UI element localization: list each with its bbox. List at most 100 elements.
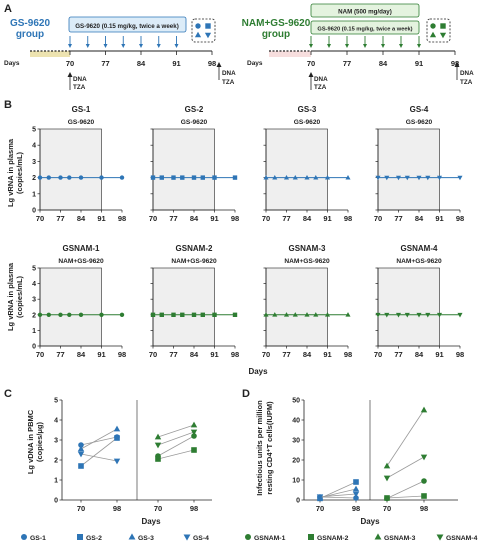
legend-label: GS-4 bbox=[193, 535, 209, 542]
pair-line bbox=[80, 437, 118, 467]
data-point-gs-2 bbox=[353, 479, 359, 485]
legend-label: GS-2 bbox=[86, 535, 102, 542]
x-tick-label: 70 bbox=[316, 504, 324, 513]
b-top-row: GS-1 GS-9620 0 1 2 3 4 5 70 77 84 91 98 GS-2 GS-9620 70… bbox=[32, 105, 464, 223]
timeline-tick-label-98: 98 bbox=[208, 59, 216, 68]
data-point bbox=[212, 175, 217, 180]
data-point-gs-1 bbox=[353, 495, 359, 501]
legend-marker-triangle-down bbox=[436, 534, 444, 541]
legend-item-gs-1: GS-1 bbox=[21, 534, 46, 542]
legend-marker-circle bbox=[245, 534, 251, 540]
timeline-tick-label-91: 91 bbox=[415, 59, 423, 68]
gs-pretreatment-bar bbox=[30, 51, 70, 57]
data-point bbox=[46, 312, 51, 317]
gs-annot-end-2: TZA bbox=[222, 79, 235, 86]
timeline-tick-label-84: 84 bbox=[137, 59, 146, 68]
x-tick-label: 91 bbox=[97, 350, 105, 359]
treatment-shading bbox=[265, 128, 328, 211]
gsnam-pretreatment-bar bbox=[269, 51, 311, 57]
x-tick-label: 70 bbox=[149, 214, 157, 223]
x-tick-label: 98 bbox=[113, 504, 121, 513]
data-point-gsnam-3 bbox=[383, 462, 391, 469]
panel-a-gs-timeline: GS-9620 group GS-9620 (0.15 mg/kg, twice… bbox=[4, 16, 236, 91]
data-point bbox=[159, 312, 164, 317]
pair-line bbox=[319, 493, 357, 498]
data-point bbox=[67, 312, 72, 317]
data-point bbox=[425, 175, 431, 181]
dose-arrowhead bbox=[363, 44, 367, 48]
x-tick-label: 70 bbox=[374, 214, 382, 223]
data-point-gs-3 bbox=[113, 425, 121, 432]
c-ylabel-line1: Lg vDNA in PBMC bbox=[26, 409, 35, 474]
pair-line bbox=[319, 496, 357, 499]
treatment-shading bbox=[39, 128, 102, 211]
data-point-gsnam-3 bbox=[154, 433, 162, 440]
data-point bbox=[263, 174, 269, 180]
x-tick-label: 98 bbox=[118, 350, 126, 359]
y-tick-label: 0 bbox=[32, 344, 36, 351]
subplot-gs-4: GS-4 GS-9620 70 77 84 91 98 bbox=[374, 105, 464, 223]
timeline-tick-label-98: 98 bbox=[451, 59, 459, 68]
x-tick-label: 70 bbox=[262, 350, 270, 359]
data-point bbox=[200, 175, 205, 180]
treatment-shading bbox=[377, 128, 440, 211]
data-point bbox=[324, 312, 331, 317]
data-point-gsnam-4 bbox=[154, 442, 162, 449]
y-tick-label: 1 bbox=[32, 191, 36, 198]
pair-line bbox=[386, 456, 425, 479]
gsnam-sample-arrowhead-start bbox=[308, 72, 314, 77]
subplot-subtitle: NAM+GS-9620 bbox=[58, 258, 104, 265]
legend-icon-triangle-up bbox=[194, 31, 202, 38]
gsnam-nam-box bbox=[310, 3, 420, 18]
pair-line bbox=[157, 424, 195, 438]
x-tick-label: 77 bbox=[56, 214, 64, 223]
gsnam-days-label: Days bbox=[247, 60, 263, 67]
timeline-tick-label-77: 77 bbox=[343, 59, 351, 68]
y-tick-label: 4 bbox=[54, 418, 58, 425]
gsnam-dose-arrows bbox=[309, 36, 421, 48]
dose-arrowhead bbox=[417, 44, 421, 48]
x-tick-label: 84 bbox=[77, 214, 86, 223]
d-plot: 0 10 20 30 40 50 70 98 70 98 bbox=[292, 398, 458, 513]
gs-group-title-line2: group bbox=[16, 29, 44, 40]
data-point bbox=[313, 312, 319, 317]
x-tick-label: 98 bbox=[344, 350, 352, 359]
data-point-gsnam-3 bbox=[190, 421, 198, 428]
panel-d-iupm: Infectious units per million resting CD4… bbox=[255, 398, 458, 526]
data-point bbox=[171, 312, 176, 317]
dose-arrowhead bbox=[68, 44, 72, 48]
x-tick-label: 91 bbox=[323, 350, 331, 359]
legend-marker-circle bbox=[21, 534, 27, 540]
data-point bbox=[416, 312, 422, 318]
y-tick-label: 2 bbox=[32, 312, 36, 319]
data-point bbox=[345, 174, 351, 180]
data-point-gsnam-2 bbox=[155, 456, 161, 462]
data-point bbox=[37, 312, 43, 317]
x-tick-label: 77 bbox=[394, 350, 402, 359]
data-point bbox=[457, 312, 463, 318]
data-point bbox=[150, 312, 156, 317]
pair-line bbox=[80, 428, 118, 450]
data-point bbox=[78, 312, 84, 317]
legend-label: GSNAM-1 bbox=[254, 535, 286, 542]
subplot-gsnam-4: GSNAM-4 NAM+GS-9620 70 77 84 91 98 bbox=[374, 244, 464, 359]
x-tick-label: 91 bbox=[210, 214, 218, 223]
data-point bbox=[99, 175, 104, 180]
y-tick-label: 5 bbox=[32, 127, 36, 134]
x-tick-label: 77 bbox=[169, 214, 177, 223]
data-point bbox=[425, 312, 431, 318]
legend-label: GSNAM-3 bbox=[384, 535, 416, 542]
c-xlabel: Days bbox=[141, 517, 161, 526]
pair-line bbox=[386, 409, 425, 467]
data-point-gsnam-1 bbox=[421, 478, 427, 484]
legend-label: GSNAM-4 bbox=[446, 535, 478, 542]
data-point bbox=[200, 312, 205, 317]
x-tick-label: 98 bbox=[231, 350, 239, 359]
treatment-shading bbox=[265, 267, 328, 347]
pair-line bbox=[80, 453, 118, 462]
panel-label-a: A bbox=[4, 3, 12, 15]
legend-marker-triangle-up bbox=[128, 533, 136, 540]
timeline-tick-label-91: 91 bbox=[172, 59, 180, 68]
